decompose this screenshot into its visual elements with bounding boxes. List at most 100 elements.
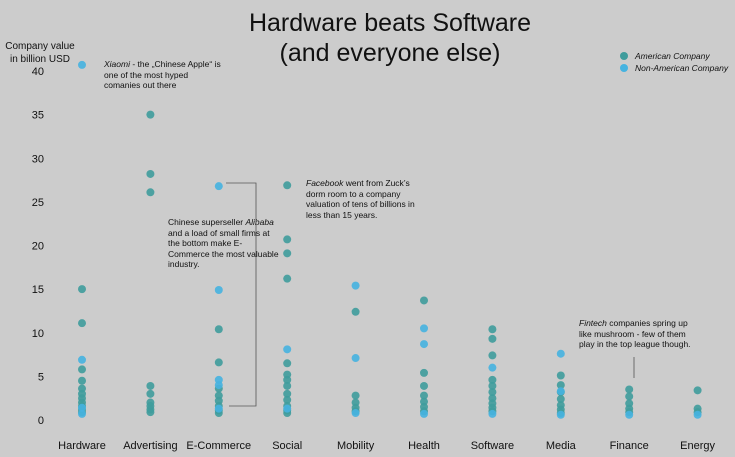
data-point-non-american	[78, 60, 86, 69]
data-point-american	[214, 358, 223, 367]
data-point-non-american	[556, 387, 565, 396]
annotation-facebook-name: Facebook	[306, 178, 344, 188]
y-axis-label: Company value in billion USD	[4, 40, 76, 66]
x-tick-label: E-Commerce	[186, 440, 251, 452]
y-tick-label: 35	[32, 110, 44, 122]
data-point-american	[625, 385, 634, 394]
data-point-american	[420, 368, 428, 377]
annotation-connectors	[226, 182, 635, 407]
annotation-fintech-text: companies spring up like mushroom - few …	[579, 318, 691, 349]
data-point-american	[351, 307, 360, 316]
data-point-american	[283, 181, 292, 190]
data-point-american	[146, 389, 155, 398]
data-point-non-american	[214, 182, 223, 191]
x-tick-label: Mobility	[337, 440, 375, 452]
x-tick-label: Finance	[610, 440, 649, 452]
data-point-american	[283, 274, 292, 283]
data-point-american	[78, 365, 86, 374]
data-points	[78, 60, 702, 419]
data-point-american	[283, 389, 292, 398]
y-tick-label: 0	[38, 415, 44, 427]
data-point-non-american	[420, 324, 428, 333]
legend-item-non-american: Non-American Company	[620, 62, 728, 74]
data-point-non-american	[556, 349, 565, 358]
data-point-non-american	[556, 410, 565, 419]
x-tick-label: Health	[408, 440, 440, 452]
y-axis-label-line2: in billion USD	[9, 54, 71, 65]
y-axis-ticks: 0 5 10 15 20 25 30 35 40	[32, 66, 44, 427]
data-point-american	[146, 381, 155, 390]
data-point-american	[283, 249, 292, 258]
legend-item-american: American Company	[620, 50, 728, 62]
data-point-american	[556, 381, 565, 390]
y-tick-label: 5	[38, 371, 44, 383]
annotation-fintech-name: Fintech	[579, 318, 607, 328]
y-tick-label: 30	[32, 153, 44, 165]
annotation-alibaba-text: and a load of small firms at the bottom …	[168, 227, 279, 270]
x-tick-label: Software	[471, 440, 514, 452]
data-point-american	[78, 285, 86, 294]
data-point-non-american	[351, 354, 360, 363]
chart-title-line1: Hardware beats Software	[248, 9, 532, 37]
data-point-american	[488, 375, 497, 384]
legend: American Company Non-American Company	[620, 50, 728, 74]
data-point-american	[488, 325, 497, 334]
legend-label-non-american: Non-American Company	[635, 63, 729, 73]
legend-dot-non-american	[620, 64, 628, 72]
y-tick-label: 40	[32, 66, 44, 78]
data-point-non-american	[351, 409, 360, 418]
legend-dot-american	[620, 52, 628, 60]
data-point-non-american	[78, 355, 86, 364]
data-point-american	[146, 188, 155, 197]
data-point-non-american	[351, 281, 360, 290]
data-point-non-american	[214, 404, 223, 413]
chart-title-line2: (and everyone else)	[279, 39, 501, 67]
data-point-american	[420, 296, 428, 305]
y-axis-label-line1: Company value	[5, 41, 75, 52]
data-point-american	[146, 110, 155, 119]
annotation-fintech: Fintech companies spring up like mushroo…	[579, 318, 697, 350]
data-point-american	[214, 325, 223, 334]
data-point-non-american	[693, 410, 702, 419]
data-point-american	[488, 381, 497, 390]
annotation-xiaomi-name: Xiaomi	[104, 59, 130, 69]
data-point-non-american	[488, 409, 497, 418]
data-point-non-american	[214, 381, 223, 390]
annotation-xiaomi-text: - the „Chinese Apple“ is one of the most…	[104, 59, 221, 90]
annotation-xiaomi: Xiaomi - the „Chinese Apple“ is one of t…	[104, 59, 224, 91]
legend-label-american: American Company	[635, 51, 710, 61]
data-point-american	[146, 169, 155, 178]
x-tick-label: Advertising	[123, 440, 177, 452]
annotation-alibaba-name: Alibaba	[245, 217, 274, 227]
data-point-non-american	[214, 285, 223, 294]
connector-alibaba	[226, 182, 257, 407]
x-tick-label: Hardware	[58, 440, 106, 452]
data-point-american	[283, 381, 292, 390]
data-point-american	[488, 388, 497, 397]
x-tick-label: Energy	[680, 440, 715, 452]
data-point-american	[78, 319, 86, 328]
data-point-non-american	[283, 345, 292, 354]
data-point-non-american	[78, 409, 86, 418]
data-point-non-american	[420, 340, 428, 349]
data-point-american	[693, 386, 702, 395]
data-point-american	[420, 391, 428, 400]
data-point-american	[556, 395, 565, 404]
data-point-non-american	[283, 404, 292, 413]
annotation-alibaba-pre: Chinese superseller	[168, 217, 246, 227]
y-tick-label: 25	[32, 197, 44, 209]
x-tick-label: Media	[546, 440, 577, 452]
data-point-american	[488, 351, 497, 360]
y-tick-label: 20	[32, 241, 44, 253]
data-point-american	[351, 391, 360, 400]
data-point-american	[625, 392, 634, 401]
x-axis-ticks: Hardware Advertising E-Commerce Social Mobil…	[58, 440, 715, 452]
data-point-non-american	[420, 409, 428, 418]
annotation-alibaba: Chinese superseller Alibaba and a load o…	[168, 217, 283, 270]
data-point-american	[283, 395, 292, 404]
data-point-american	[283, 375, 292, 384]
data-point-non-american	[625, 410, 634, 419]
data-point-non-american	[78, 403, 86, 412]
annotation-facebook: Facebook went from Zuck’s dorm room to a…	[306, 178, 418, 220]
